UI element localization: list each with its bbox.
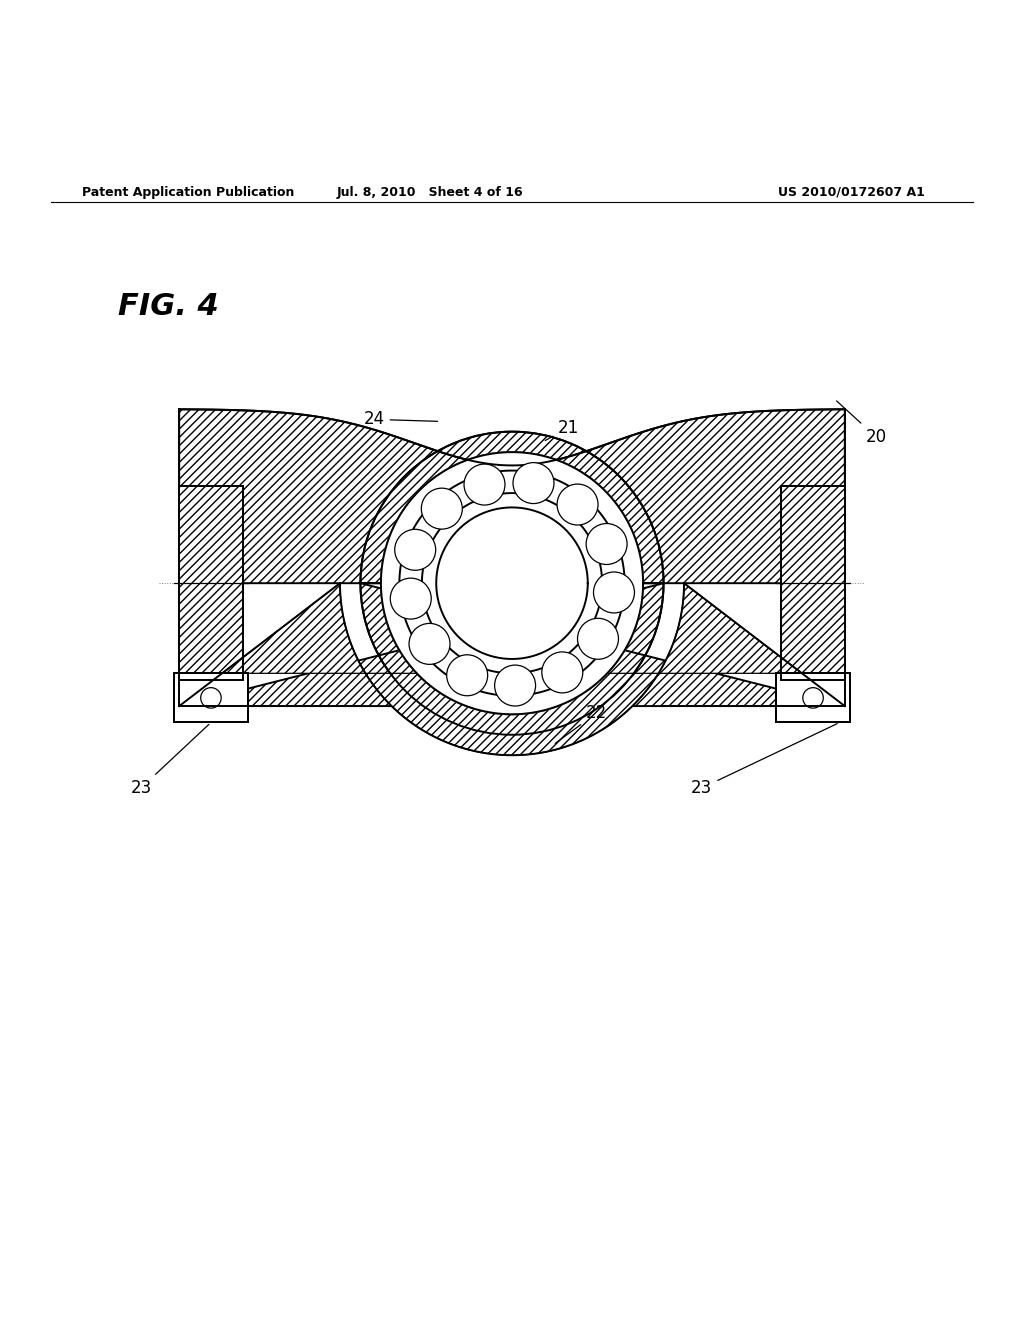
Text: US 2010/0172607 A1: US 2010/0172607 A1 [778,186,925,198]
Circle shape [201,688,221,708]
Circle shape [513,462,554,503]
Circle shape [557,484,598,525]
Polygon shape [781,486,845,681]
Circle shape [586,524,627,565]
Polygon shape [174,673,248,722]
Polygon shape [179,409,845,583]
Polygon shape [422,494,602,673]
Circle shape [803,688,823,708]
Circle shape [399,470,625,696]
Text: 24: 24 [364,411,437,429]
Circle shape [594,572,635,612]
Text: FIG. 4: FIG. 4 [118,292,218,321]
Text: 21: 21 [545,418,580,441]
Text: 23: 23 [130,725,209,797]
Circle shape [495,665,536,706]
Polygon shape [776,673,850,722]
Text: Patent Application Publication: Patent Application Publication [82,186,294,198]
Polygon shape [179,583,845,735]
Text: Jul. 8, 2010   Sheet 4 of 16: Jul. 8, 2010 Sheet 4 of 16 [337,186,523,198]
Circle shape [381,453,643,714]
Circle shape [542,652,583,693]
Circle shape [394,529,435,570]
Circle shape [409,623,450,664]
Text: 22: 22 [555,705,607,743]
Polygon shape [381,453,643,714]
Circle shape [446,655,487,696]
Text: 20: 20 [837,401,887,446]
Polygon shape [179,583,845,755]
Circle shape [421,488,462,529]
Polygon shape [436,507,588,659]
Circle shape [390,578,431,619]
Polygon shape [179,486,243,681]
Polygon shape [399,470,625,696]
Text: 23: 23 [691,723,838,797]
Circle shape [578,618,618,659]
Circle shape [464,465,505,506]
